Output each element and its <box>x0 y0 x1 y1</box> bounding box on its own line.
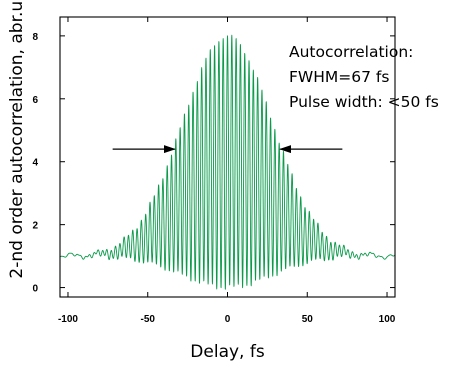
x-tick-label: -50 <box>141 314 156 325</box>
y-tick-label: 4 <box>32 158 38 169</box>
series-line-0 <box>59 34 396 290</box>
annotation-autocorrelation: Autocorrelation: <box>289 43 413 61</box>
y-tick-label: 0 <box>32 284 38 295</box>
annotation-fwhm: FWHM=67 fs <box>289 68 389 86</box>
y-tick-label: 2 <box>32 221 38 232</box>
ticks: -100 -50 0 50 100 0 2 4 6 8 <box>32 17 396 325</box>
x-axis-title: Delay, fs <box>190 342 265 362</box>
annotation-pulse-width: Pulse width: <50 fs <box>289 93 439 111</box>
x-tick-label: 0 <box>225 314 231 325</box>
y-axis-title: 2-nd order autocorrelation, abr.u. <box>7 0 27 279</box>
x-tick-label: -100 <box>58 314 78 325</box>
y-tick-label: 6 <box>32 95 38 106</box>
x-tick-label: 100 <box>379 314 396 325</box>
x-tick-label: 50 <box>302 314 314 325</box>
plot-area <box>59 34 396 290</box>
y-tick-label: 8 <box>32 32 38 43</box>
